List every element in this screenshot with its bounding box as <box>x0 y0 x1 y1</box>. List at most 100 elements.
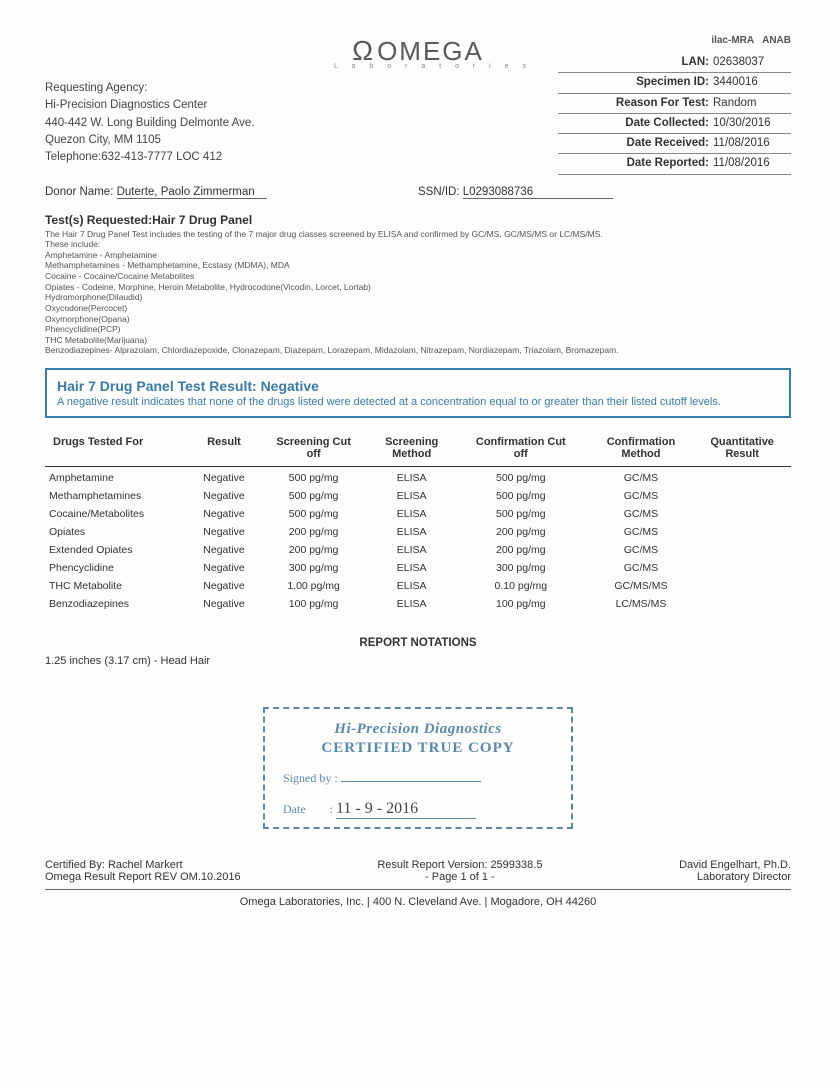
logo-text: OMEGA <box>377 36 484 67</box>
table-header: ScreeningMethod <box>370 432 453 467</box>
meta-label: Reason For Test: <box>616 95 713 112</box>
donor-name-value: Duterte, Paolo Zimmerman <box>117 186 267 199</box>
page-number: - Page 1 of 1 - <box>377 871 542 883</box>
meta-block: ilac-MRA ANAB LAN:02638037Specimen ID:34… <box>558 35 791 176</box>
agency-block: Requesting Agency: Hi-Precision Diagnost… <box>45 35 278 166</box>
table-cell: Negative <box>191 487 257 505</box>
table-cell <box>693 577 791 595</box>
stamp-signed-row: Signed by : <box>283 771 553 786</box>
table-row: MethamphetaminesNegative500 pg/mgELISA50… <box>45 487 791 505</box>
accreditation-badges: ilac-MRA ANAB <box>558 35 791 46</box>
logo-block: Ω OMEGA L a b o r a t o r i e s <box>278 35 558 70</box>
director-name: David Engelhart, Ph.D. <box>679 859 791 871</box>
table-cell: 500 pg/mg <box>257 487 371 505</box>
tests-line: Methamphetamines - Methamphetamine, Ecst… <box>45 260 791 271</box>
meta-row: Date Received:11/08/2016 <box>558 135 791 154</box>
table-cell: 500 pg/mg <box>257 467 371 488</box>
table-cell: 300 pg/mg <box>453 559 589 577</box>
notations-heading: REPORT NOTATIONS <box>45 637 791 649</box>
table-row: OpiatesNegative200 pg/mgELISA200 pg/mgGC… <box>45 523 791 541</box>
table-cell: 1.00 pg/mg <box>257 577 371 595</box>
table-cell <box>693 467 791 488</box>
meta-row: Reason For Test:Random <box>558 95 791 114</box>
table-cell: Negative <box>191 467 257 488</box>
table-cell: GC/MS <box>589 487 694 505</box>
tests-line: Opiates - Codeine, Morphine, Heroin Meta… <box>45 282 791 293</box>
table-row: PhencyclidineNegative300 pg/mgELISA300 p… <box>45 559 791 577</box>
table-cell: 100 pg/mg <box>453 595 589 613</box>
result-box: Hair 7 Drug Panel Test Result: Negative … <box>45 368 791 418</box>
table-cell: ELISA <box>370 467 453 488</box>
certified-stamp: Hi-Precision Diagnostics CERTIFIED TRUE … <box>263 707 573 829</box>
agency-label: Requesting Agency: <box>45 80 278 97</box>
donor-ssn-value: L0293088736 <box>463 186 613 199</box>
meta-row: Date Collected:10/30/2016 <box>558 115 791 134</box>
table-cell: 500 pg/mg <box>453 487 589 505</box>
stamp-date-value: 11 - 9 - 2016 <box>336 800 476 819</box>
stamp-signed-label: Signed by : <box>283 771 338 785</box>
table-cell: GC/MS <box>589 559 694 577</box>
stamp-date-row: Date : 11 - 9 - 2016 <box>283 800 553 819</box>
table-cell: GC/MS <box>589 505 694 523</box>
results-table: Drugs Tested ForResultScreening CutoffSc… <box>45 432 791 613</box>
donor-ssn-field: SSN/ID: L0293088736 <box>418 186 791 199</box>
table-cell <box>693 487 791 505</box>
footer-center: Result Report Version: 2599338.5 - Page … <box>377 859 542 883</box>
table-cell: LC/MS/MS <box>589 595 694 613</box>
meta-label: Date Received: <box>627 135 713 152</box>
table-cell: Negative <box>191 505 257 523</box>
director-title: Laboratory Director <box>679 871 791 883</box>
footer-address: Omega Laboratories, Inc. | 400 N. Clevel… <box>45 896 791 908</box>
table-cell: 200 pg/mg <box>257 541 371 559</box>
tests-include-label: These include: <box>45 239 791 250</box>
tests-line: Oxycodone(Percocet) <box>45 303 791 314</box>
result-desc: A negative result indicates that none of… <box>57 396 779 408</box>
table-cell: Extended Opiates <box>45 541 191 559</box>
tests-line: Cocaine - Cocaine/Cocaine Metabolites <box>45 271 791 282</box>
report-rev: Omega Result Report REV OM.10.2016 <box>45 871 241 883</box>
table-header: Drugs Tested For <box>45 432 191 467</box>
donor-name-label: Donor Name: <box>45 186 113 198</box>
table-cell: ELISA <box>370 541 453 559</box>
meta-label: Date Collected: <box>625 115 713 132</box>
accred-anab: ANAB <box>762 35 791 46</box>
meta-row: Specimen ID:3440016 <box>558 74 791 93</box>
table-row: Extended OpiatesNegative200 pg/mgELISA20… <box>45 541 791 559</box>
table-row: Cocaine/MetabolitesNegative 500 pg/mgELIS… <box>45 505 791 523</box>
footer-row: Certified By: Rachel Markert Omega Resul… <box>45 859 791 890</box>
tests-line: Oxymorphone(Opana) <box>45 314 791 325</box>
table-cell: 100 pg/mg <box>257 595 371 613</box>
table-cell: Negative <box>191 541 257 559</box>
table-cell: 200 pg/mg <box>453 541 589 559</box>
table-row: AmphetamineNegative500 pg/mgELISA500 pg/… <box>45 467 791 488</box>
table-cell: ELISA <box>370 523 453 541</box>
table-cell: ELISA <box>370 595 453 613</box>
meta-label: Specimen ID: <box>636 74 713 91</box>
certified-by: Certified By: Rachel Markert <box>45 859 241 871</box>
tests-heading: Test(s) Requested:Hair 7 Drug Panel <box>45 213 791 227</box>
meta-value: 02638037 <box>713 54 791 71</box>
agency-addr2: Quezon City, MM 1105 <box>45 132 278 149</box>
table-cell: 300 pg/mg <box>257 559 371 577</box>
stamp-signature <box>341 781 481 782</box>
tests-line: Benzodiazepines- Alprazolam, Chlordiazep… <box>45 345 791 356</box>
table-cell: Negative <box>191 559 257 577</box>
table-header: QuantitativeResult <box>693 432 791 467</box>
notations-text: 1.25 inches (3.17 cm) - Head Hair <box>45 655 791 667</box>
footer-right: David Engelhart, Ph.D. Laboratory Direct… <box>679 859 791 883</box>
table-cell: 500 pg/mg <box>453 505 589 523</box>
table-cell: Negative <box>191 595 257 613</box>
table-cell: Cocaine/Metabolites <box>45 505 191 523</box>
table-cell: GC/MS/MS <box>589 577 694 595</box>
table-cell: ELISA <box>370 577 453 595</box>
table-cell: 200 pg/mg <box>257 523 371 541</box>
tests-intro: The Hair 7 Drug Panel Test includes the … <box>45 229 791 240</box>
stamp-org: Hi-Precision Diagnostics <box>283 721 553 738</box>
table-cell: 0.10 pg/mg <box>453 577 589 595</box>
table-cell: ELISA <box>370 505 453 523</box>
table-cell: ELISA <box>370 559 453 577</box>
table-cell: GC/MS <box>589 541 694 559</box>
report-version: Result Report Version: 2599338.5 <box>377 859 542 871</box>
table-cell: Negative <box>191 523 257 541</box>
agency-addr1: 440-442 W. Long Building Delmonte Ave. <box>45 115 278 132</box>
